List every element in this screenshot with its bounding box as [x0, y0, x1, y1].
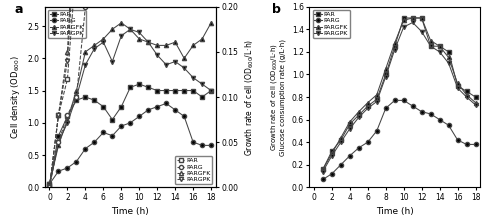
Legend: PAR, PARG, PARGFK, PARGPK: PAR, PARG, PARGFK, PARGPK: [312, 10, 350, 38]
PAR: [436, 45, 442, 47]
PARGPK: [428, 45, 434, 47]
PARGFK: [347, 120, 353, 123]
PARG: [454, 138, 460, 141]
PARGPK: [392, 48, 398, 51]
PARGPK: [464, 96, 469, 98]
Y-axis label: Growth rate of cell (OD$_{600}$/L·h): Growth rate of cell (OD$_{600}$/L·h): [244, 38, 256, 156]
PARGFK: [329, 152, 335, 155]
PARGPK: [356, 116, 362, 119]
PARGPK: [320, 170, 326, 173]
PARG: [392, 99, 398, 102]
PARGPK: [400, 26, 406, 28]
Legend: PAR, PARG, PARGFK, PARGPK: PAR, PARG, PARGFK, PARGPK: [175, 156, 212, 184]
PARG: [410, 105, 416, 107]
PARGFK: [418, 17, 424, 19]
PARGFK: [356, 110, 362, 113]
PARGFK: [454, 82, 460, 85]
PARG: [374, 130, 380, 132]
PARG: [338, 163, 344, 166]
PAR: [392, 45, 398, 47]
PARGFK: [320, 168, 326, 171]
PARG: [446, 124, 452, 127]
PARGPK: [365, 107, 371, 110]
PARGFK: [392, 41, 398, 44]
PARGPK: [472, 103, 478, 106]
PARGPK: [338, 141, 344, 144]
PAR: [338, 138, 344, 141]
PAR: [418, 17, 424, 19]
PAR: [472, 96, 478, 98]
PARGFK: [338, 136, 344, 139]
PAR: [410, 17, 416, 19]
PAR: [320, 168, 326, 171]
PARGFK: [374, 93, 380, 96]
X-axis label: Time (h): Time (h): [112, 207, 149, 217]
Line: PAR: PAR: [321, 16, 478, 171]
PAR: [347, 123, 353, 125]
PAR: [446, 51, 452, 53]
PARGFK: [400, 19, 406, 22]
PARGPK: [347, 127, 353, 130]
PARG: [347, 154, 353, 157]
Y-axis label: Cell density (OD$_{600}$): Cell density (OD$_{600}$): [9, 55, 22, 139]
PARGPK: [382, 75, 388, 78]
PAR: [464, 90, 469, 93]
Line: PARGFK: PARGFK: [321, 16, 478, 171]
PARG: [400, 99, 406, 102]
PARG: [329, 172, 335, 175]
PARGFK: [472, 101, 478, 104]
PAR: [400, 17, 406, 19]
PARGFK: [436, 45, 442, 47]
X-axis label: Time (h): Time (h): [376, 207, 414, 217]
PARG: [365, 141, 371, 144]
PAR: [365, 105, 371, 107]
Line: PARG: PARG: [321, 98, 478, 182]
PARGPK: [410, 21, 416, 24]
PAR: [428, 45, 434, 47]
PARGPK: [454, 87, 460, 89]
Line: PARGPK: PARGPK: [321, 21, 478, 173]
PAR: [329, 150, 335, 153]
PARG: [436, 118, 442, 121]
PARGFK: [365, 101, 371, 104]
PARGFK: [410, 17, 416, 19]
PARG: [464, 143, 469, 146]
PARGPK: [446, 62, 452, 64]
PARGPK: [374, 100, 380, 103]
PARGFK: [464, 93, 469, 96]
PAR: [454, 84, 460, 87]
PARG: [382, 107, 388, 110]
PARG: [418, 110, 424, 113]
Y-axis label: Growth rate of cell (OD$_{600}$/L·h)
Glucose consumption rate (g/L·h): Growth rate of cell (OD$_{600}$/L·h) Glu…: [268, 39, 286, 155]
PARG: [428, 113, 434, 115]
PARGFK: [446, 56, 452, 59]
PAR: [374, 98, 380, 101]
PARGPK: [436, 51, 442, 53]
Text: a: a: [14, 3, 23, 16]
PARGFK: [428, 39, 434, 42]
PARG: [356, 147, 362, 149]
PARG: [320, 178, 326, 181]
PARGPK: [418, 30, 424, 33]
PAR: [356, 114, 362, 116]
PARGPK: [329, 154, 335, 157]
PARGFK: [382, 67, 388, 70]
Text: b: b: [272, 3, 281, 16]
PARG: [472, 143, 478, 146]
PAR: [382, 73, 388, 76]
